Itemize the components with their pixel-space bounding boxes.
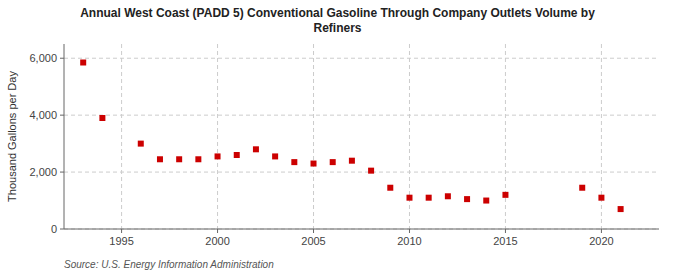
y-grid-line bbox=[64, 115, 659, 116]
point bbox=[445, 193, 451, 199]
title: Annual West Coast (PADD 5) Conventional … bbox=[80, 6, 595, 35]
point bbox=[195, 156, 201, 162]
x-grid-line bbox=[505, 44, 506, 229]
grid bbox=[64, 44, 659, 229]
y-tick bbox=[60, 58, 64, 59]
axes: 0 2,000 4,000 6,000 1995 2000 2005 2010 2015 2020 bbox=[29, 44, 659, 247]
point bbox=[291, 159, 297, 165]
x-tick-label: 2005 bbox=[301, 235, 325, 247]
x-tick-label: 2010 bbox=[397, 235, 421, 247]
point bbox=[483, 198, 489, 204]
x-tick bbox=[217, 229, 218, 233]
point bbox=[464, 196, 470, 202]
title-line: Refiners bbox=[313, 21, 361, 35]
x-tick-label: 2000 bbox=[205, 235, 229, 247]
point bbox=[80, 60, 86, 66]
point bbox=[311, 161, 317, 167]
x-tick bbox=[409, 229, 410, 233]
x-tick-label: 2020 bbox=[589, 235, 613, 247]
point bbox=[272, 153, 278, 159]
point bbox=[387, 185, 393, 191]
y-grid-line bbox=[64, 172, 659, 173]
point bbox=[349, 158, 355, 164]
source-note: Source: U.S. Energy Information Administ… bbox=[64, 259, 274, 270]
point bbox=[368, 168, 374, 174]
y-grid-line bbox=[64, 229, 659, 230]
x-grid-line bbox=[121, 44, 122, 229]
point bbox=[406, 195, 412, 201]
x-grid-line bbox=[217, 44, 218, 229]
point bbox=[138, 141, 144, 147]
x-grid-line bbox=[313, 44, 314, 229]
y-tick bbox=[60, 229, 64, 230]
x-axis-line bbox=[64, 229, 659, 230]
y-tick-label: 0 bbox=[51, 223, 57, 235]
title-line: Annual West Coast (PADD 5) Conventional … bbox=[80, 6, 595, 20]
y-grid-line bbox=[64, 58, 659, 59]
x-tick-label: 1995 bbox=[109, 235, 133, 247]
point bbox=[579, 185, 585, 191]
point bbox=[253, 146, 259, 152]
point bbox=[234, 152, 240, 158]
x-grid-line bbox=[601, 44, 602, 229]
x-tick bbox=[121, 229, 122, 233]
y-axis-label: Thousand Gallons per Day bbox=[6, 71, 18, 202]
x-grid-line bbox=[409, 44, 410, 229]
point bbox=[330, 159, 336, 165]
point bbox=[215, 153, 221, 159]
points bbox=[80, 60, 623, 213]
x-tick bbox=[601, 229, 602, 233]
point bbox=[618, 206, 624, 212]
x-tick bbox=[313, 229, 314, 233]
point bbox=[502, 192, 508, 198]
y-tick-label: 6,000 bbox=[29, 52, 57, 64]
point bbox=[157, 156, 163, 162]
y-axis-line bbox=[64, 44, 65, 229]
x-tick bbox=[505, 229, 506, 233]
chart: Annual West Coast (PADD 5) Conventional … bbox=[0, 0, 675, 275]
point bbox=[426, 195, 432, 201]
x-tick-label: 2015 bbox=[493, 235, 517, 247]
y-tick bbox=[60, 172, 64, 173]
y-tick bbox=[60, 115, 64, 116]
y-tick-label: 2,000 bbox=[29, 166, 57, 178]
point bbox=[99, 115, 105, 121]
y-tick-label: 4,000 bbox=[29, 109, 57, 121]
point bbox=[176, 156, 182, 162]
point bbox=[598, 195, 604, 201]
